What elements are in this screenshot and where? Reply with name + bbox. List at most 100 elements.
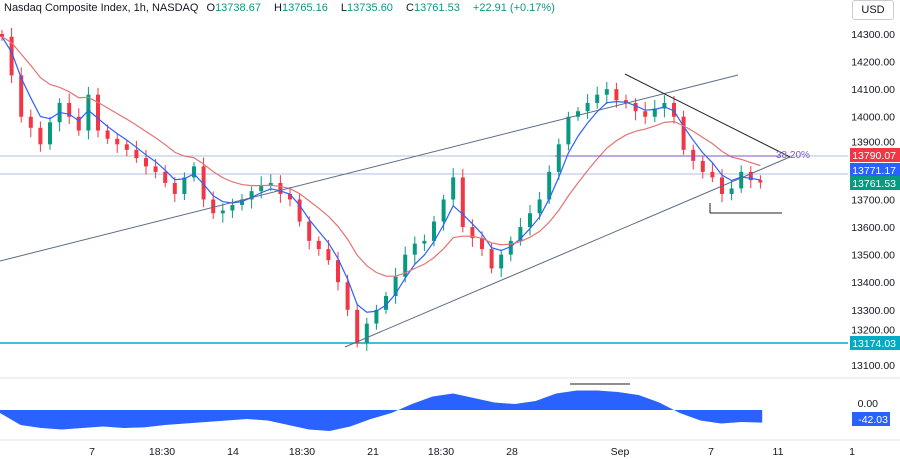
candle-body bbox=[67, 102, 72, 117]
candle-body bbox=[105, 130, 110, 139]
high-number: 13765.16 bbox=[281, 2, 328, 14]
candle-body bbox=[470, 227, 475, 239]
fast-ma-line bbox=[1, 36, 761, 313]
price-badge-label: 13174.03 bbox=[852, 338, 896, 350]
x-tick-label: Sep bbox=[611, 446, 630, 458]
candle-body bbox=[480, 238, 484, 250]
slow-ma-line bbox=[1, 36, 761, 277]
x-tick-label: 18:30 bbox=[289, 446, 315, 458]
candle-body bbox=[38, 127, 43, 145]
candle-body bbox=[739, 171, 744, 189]
candle-body bbox=[374, 309, 379, 324]
candle-body bbox=[633, 102, 638, 112]
candle-body bbox=[412, 243, 417, 255]
x-tick-label: 18:30 bbox=[428, 446, 454, 458]
candle-body bbox=[403, 254, 408, 277]
candle-body bbox=[48, 122, 52, 145]
candle-body bbox=[758, 180, 763, 183]
open-number: 13738.67 bbox=[215, 2, 261, 14]
price-badge bbox=[850, 336, 900, 350]
candle-body bbox=[182, 177, 187, 194]
high-label: H bbox=[274, 2, 282, 14]
y-tick-label: 14100.00 bbox=[851, 84, 895, 96]
close-label: C bbox=[406, 2, 414, 14]
candle-body bbox=[278, 182, 283, 194]
candle-body bbox=[0, 34, 4, 37]
y-tick-label: 13700.00 bbox=[851, 194, 895, 206]
candle-body bbox=[96, 94, 100, 131]
close-number: 13761.53 bbox=[413, 2, 460, 14]
candle-body bbox=[604, 89, 609, 95]
currency-button[interactable]: USD bbox=[852, 0, 894, 20]
candle-body bbox=[681, 116, 686, 150]
fib-label: 38.20% bbox=[776, 150, 810, 161]
candle-body bbox=[489, 249, 494, 269]
candle-body bbox=[595, 94, 600, 103]
candle-body bbox=[220, 210, 225, 214]
candle-body bbox=[422, 240, 427, 244]
candle-body bbox=[76, 116, 81, 131]
candle-body bbox=[364, 323, 369, 343]
price-badge-label: 13790.07 bbox=[852, 150, 896, 162]
candle-body bbox=[316, 240, 321, 250]
candle-body bbox=[268, 182, 273, 186]
candle-body bbox=[124, 144, 129, 150]
candle-body bbox=[355, 309, 360, 343]
candle-body bbox=[528, 213, 532, 228]
candle-body bbox=[537, 199, 542, 214]
x-tick-label: 7 bbox=[89, 446, 95, 458]
candle-body bbox=[211, 199, 216, 214]
candle-body bbox=[384, 296, 388, 310]
candle-body bbox=[86, 94, 91, 131]
price-badge-label: 13771.17 bbox=[852, 165, 896, 177]
price-badge bbox=[850, 176, 900, 190]
candle-body bbox=[240, 199, 244, 205]
candle-body bbox=[153, 166, 158, 172]
y-tick-label: 14300.00 bbox=[851, 29, 895, 41]
oscillator-area bbox=[0, 390, 763, 431]
candle-body bbox=[499, 254, 504, 269]
low-number: 13735.60 bbox=[347, 2, 393, 14]
candle-body bbox=[19, 75, 24, 117]
candle-body bbox=[144, 158, 148, 167]
candle-body bbox=[134, 149, 139, 159]
price-badge bbox=[850, 148, 900, 162]
candle-body bbox=[585, 102, 590, 112]
x-tick-label: 28 bbox=[506, 446, 518, 458]
candle-body bbox=[9, 36, 14, 76]
candle-body bbox=[288, 193, 292, 200]
y-tick-label: 13500.00 bbox=[851, 250, 895, 262]
candle-body bbox=[230, 204, 235, 211]
y-tick-label: 13100.00 bbox=[851, 360, 895, 372]
candle-body bbox=[566, 116, 571, 145]
x-tick-label: 11 bbox=[773, 446, 784, 458]
candle-body bbox=[115, 138, 120, 145]
low-label: L bbox=[340, 2, 348, 14]
candle-body bbox=[451, 177, 456, 200]
candle-body bbox=[345, 282, 350, 310]
y-tick-label: 13600.00 bbox=[851, 222, 895, 234]
candle-body bbox=[518, 227, 523, 241]
candle-body bbox=[201, 166, 206, 200]
candle-body bbox=[28, 116, 33, 128]
y-tick-label: 13300.00 bbox=[851, 305, 895, 317]
candle-body bbox=[172, 182, 177, 194]
candle-body bbox=[624, 100, 628, 103]
x-tick-label: 1 bbox=[849, 446, 855, 458]
open-value: O13738.67 bbox=[207, 2, 266, 14]
candle-body bbox=[672, 102, 676, 117]
y-tick-label: 14000.00 bbox=[851, 112, 895, 124]
candle-body bbox=[643, 111, 648, 117]
candle-body bbox=[729, 188, 734, 194]
candle-body bbox=[326, 249, 331, 261]
candle-body bbox=[441, 199, 446, 222]
open-label: O bbox=[206, 2, 216, 14]
price-badge-label: 13761.53 bbox=[852, 178, 896, 190]
candle-body bbox=[652, 108, 657, 117]
candle-body bbox=[259, 185, 264, 192]
candle-body bbox=[662, 102, 667, 109]
descending-trendline bbox=[624, 73, 791, 158]
y-tick-label: 13400.00 bbox=[851, 277, 895, 289]
